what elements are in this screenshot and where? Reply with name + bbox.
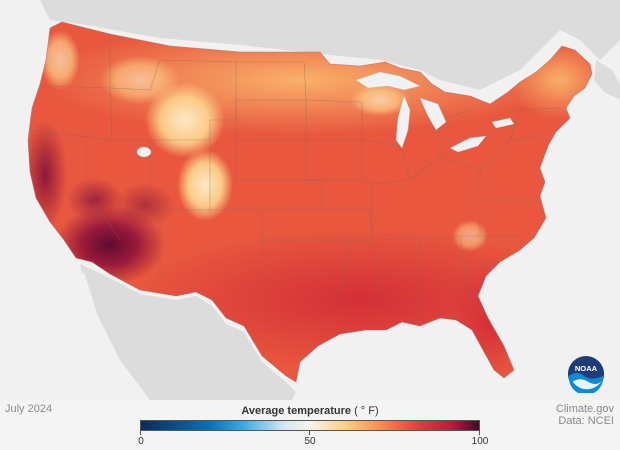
legend-color-bar [140, 420, 480, 431]
legend-units: ( ° F) [354, 405, 379, 417]
great-lakes [136, 71, 515, 158]
legend-tick-mid [309, 431, 310, 435]
map-canvas [0, 0, 620, 400]
temperature-map [0, 0, 620, 400]
legend-label-max: 100 [471, 436, 489, 447]
lake-huron [419, 97, 447, 131]
state-boundaries [29, 36, 561, 321]
mexico-landmass [80, 264, 296, 400]
noaa-logo-text: NOAA [575, 364, 598, 373]
credit-source: Climate.gov [555, 403, 614, 415]
canada-landmass [0, 0, 620, 90]
period-label: July 2024 [5, 403, 53, 415]
lake-erie [449, 135, 487, 153]
credit-data: Data: NCEI [558, 415, 614, 427]
gulf-of-california [78, 272, 120, 386]
legend-tick-min [140, 431, 141, 435]
legend-label-min: 0 [138, 436, 144, 447]
credits: Climate.gov Data: NCEI [556, 403, 614, 427]
legend-tick-max [479, 431, 480, 435]
lake-superior [355, 71, 421, 91]
lake-michigan [395, 95, 411, 149]
noaa-logo-icon: NOAA [567, 355, 605, 393]
legend-label-mid: 50 [304, 436, 316, 447]
legend-title: Average temperature ( ° F) [140, 405, 480, 417]
maritime-landmass [594, 60, 620, 100]
great-salt-lake [136, 146, 152, 158]
lake-ontario [491, 117, 515, 129]
legend-variable: Average temperature [241, 405, 351, 417]
